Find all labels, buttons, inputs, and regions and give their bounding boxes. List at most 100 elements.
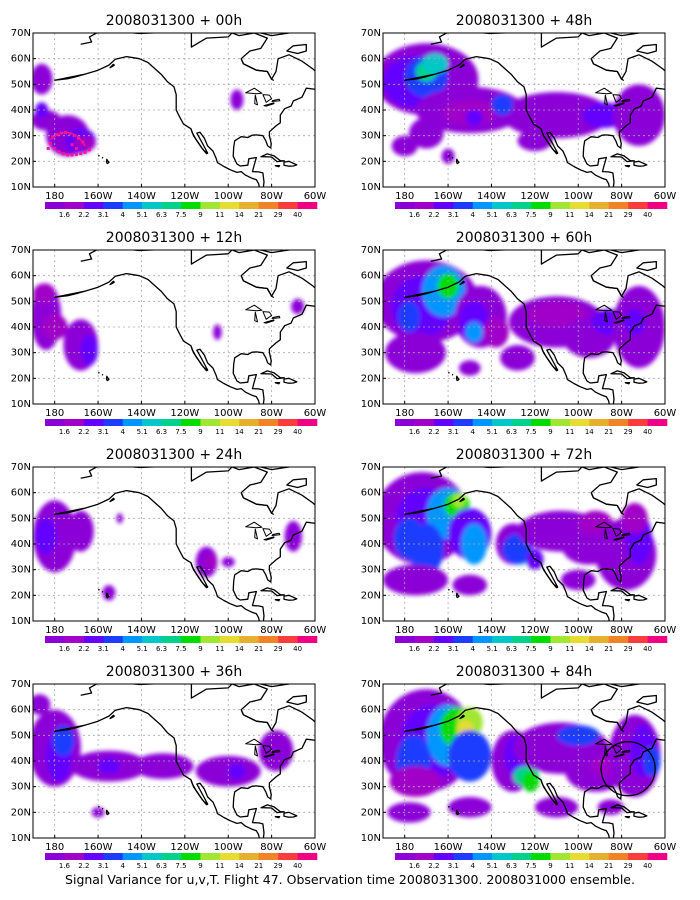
coastline-segment xyxy=(232,521,315,621)
island xyxy=(540,250,583,265)
colorbar-swatch xyxy=(239,202,260,209)
colorbar-swatch xyxy=(492,853,512,860)
island xyxy=(455,809,460,816)
colorbar-label: 2.2 xyxy=(78,428,89,436)
field-contour xyxy=(35,102,49,118)
colorbar-label: 40 xyxy=(643,645,652,653)
colorbar-label: 14 xyxy=(235,645,244,653)
latitude-label: 70N xyxy=(11,462,31,473)
coastline-segment xyxy=(190,128,209,155)
island xyxy=(610,467,640,471)
colorbar-swatch xyxy=(219,419,240,426)
observation-point xyxy=(57,150,61,154)
latitude-label: 60N xyxy=(361,488,381,499)
latitude-label: 10N xyxy=(361,399,381,410)
latitude-label: 30N xyxy=(361,782,381,793)
island xyxy=(54,290,86,298)
colorbar-swatch xyxy=(219,853,240,860)
longitude-label: 60W xyxy=(654,625,677,636)
colorbar-label: 29 xyxy=(624,211,633,219)
field-contour xyxy=(452,574,488,596)
colorbar-label: 40 xyxy=(293,645,302,653)
colorbar-label: 14 xyxy=(585,645,594,653)
field-contour xyxy=(228,763,246,779)
colorbar-swatch xyxy=(531,636,551,643)
colorbar-swatch xyxy=(258,202,279,209)
lake xyxy=(604,528,608,540)
coastline-segment xyxy=(240,275,275,299)
colorbar-label: 40 xyxy=(293,211,302,219)
longitude-label: 160W xyxy=(84,842,113,853)
colorbar-label: 29 xyxy=(274,428,283,436)
field-contour xyxy=(132,753,194,779)
island xyxy=(260,684,290,688)
island xyxy=(624,599,631,602)
lake xyxy=(263,753,275,758)
colorbar-swatch xyxy=(200,419,221,426)
colorbar-label: 9 xyxy=(548,211,552,219)
longitude-label: 180 xyxy=(395,408,414,419)
observation-point xyxy=(53,147,57,150)
colorbar-label: 14 xyxy=(585,862,594,870)
longitude-label: 60W xyxy=(654,191,677,202)
field-contour xyxy=(221,556,235,568)
colorbar-label: 21 xyxy=(254,645,263,653)
colorbar-swatch xyxy=(103,853,124,860)
colorbar-swatch xyxy=(122,636,143,643)
island xyxy=(404,724,436,732)
colorbar-swatch xyxy=(181,636,201,643)
longitude-label: 60W xyxy=(654,408,677,419)
colorbar-label: 7.5 xyxy=(525,645,536,653)
longitude-label: 100W xyxy=(214,191,243,202)
colorbar-swatch xyxy=(45,202,65,209)
observation-point xyxy=(79,152,83,156)
latitude-label: 60N xyxy=(361,271,381,282)
island xyxy=(455,592,460,599)
field-contour xyxy=(500,344,535,371)
colorbar-label: 5.1 xyxy=(137,428,148,436)
coastline-segment xyxy=(582,87,665,187)
field-contour xyxy=(465,321,483,343)
colorbar-label: 21 xyxy=(254,428,263,436)
latitude-label: 40N xyxy=(361,756,381,767)
field-contour xyxy=(448,730,492,782)
observation-point xyxy=(70,143,74,147)
colorbar-swatch xyxy=(472,419,493,426)
latitude-label: 20N xyxy=(361,156,381,167)
colorbar-label: 2.2 xyxy=(428,211,439,219)
island xyxy=(286,477,307,489)
longitude-label: 140W xyxy=(127,408,156,419)
field-contour xyxy=(391,135,418,157)
island xyxy=(260,804,285,814)
verification-region-circle xyxy=(600,741,656,797)
colorbar-swatch xyxy=(297,419,318,426)
island xyxy=(404,73,436,81)
longitude-label: 100W xyxy=(214,625,243,636)
longitude-label: 140W xyxy=(477,408,506,419)
field-contour xyxy=(80,334,99,366)
colorbar-swatch xyxy=(142,202,162,209)
colorbar-label: 11 xyxy=(565,862,574,870)
map-panel: 2008031300 + 24h 70N 60N 50N 40N 30N 20N 10N 180… xyxy=(11,447,327,653)
panel-title: 2008031300 + 00h xyxy=(106,13,242,29)
latitude-label: 20N xyxy=(361,590,381,601)
island xyxy=(260,250,290,254)
latitude-label: 50N xyxy=(11,296,31,307)
latitude-label: 50N xyxy=(11,513,31,524)
colorbar-swatch xyxy=(219,636,240,643)
observation-point xyxy=(74,147,78,150)
colorbar-label: 6.3 xyxy=(156,211,167,219)
latitude-label: 40N xyxy=(11,105,31,116)
lake xyxy=(245,304,263,312)
coastline xyxy=(404,684,665,838)
colorbar-label: 2.2 xyxy=(428,428,439,436)
colorbar-label: 40 xyxy=(293,862,302,870)
colorbar-swatch xyxy=(258,636,279,643)
colorbar-swatch xyxy=(161,202,182,209)
latitude-label: 10N xyxy=(361,616,381,627)
observation-point xyxy=(55,132,59,136)
island xyxy=(610,587,635,597)
colorbar: 1.6 2.2 3.1 4 5.1 6.3 7.5 9 11 14 21 29 40 xyxy=(395,636,668,653)
map-panel: 2008031300 + 36h 70N 60N 50N 40N 30N 20N 10N 180… xyxy=(11,664,327,870)
latitude-label: 70N xyxy=(11,679,31,690)
